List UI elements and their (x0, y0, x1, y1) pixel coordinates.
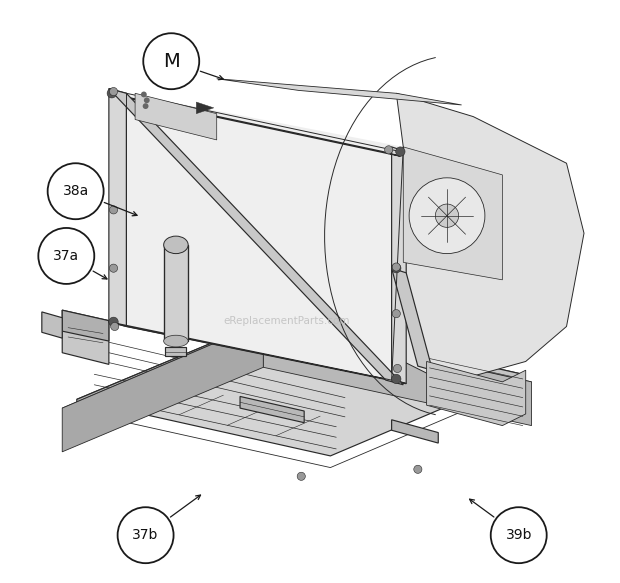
Circle shape (414, 465, 422, 473)
Polygon shape (396, 93, 584, 376)
Text: 37a: 37a (53, 249, 79, 263)
Polygon shape (109, 89, 126, 326)
Circle shape (110, 322, 119, 331)
Polygon shape (109, 93, 401, 156)
Circle shape (144, 97, 149, 103)
Text: eReplacementParts.com: eReplacementParts.com (223, 315, 350, 326)
Polygon shape (164, 245, 188, 341)
Polygon shape (62, 310, 109, 341)
Circle shape (297, 472, 305, 480)
Circle shape (392, 264, 401, 273)
Text: 39b: 39b (505, 528, 532, 542)
Polygon shape (197, 102, 214, 114)
Polygon shape (392, 147, 406, 384)
Polygon shape (62, 322, 264, 452)
Circle shape (393, 364, 402, 373)
Polygon shape (217, 79, 461, 105)
Circle shape (107, 89, 117, 98)
Polygon shape (272, 318, 523, 412)
Text: M: M (163, 52, 180, 71)
Polygon shape (264, 322, 531, 426)
Polygon shape (62, 310, 109, 364)
Polygon shape (109, 89, 403, 385)
Circle shape (384, 146, 393, 154)
Polygon shape (77, 318, 523, 456)
Circle shape (38, 228, 94, 284)
Circle shape (48, 163, 104, 219)
Polygon shape (427, 361, 526, 426)
Text: 37b: 37b (133, 528, 159, 542)
Circle shape (110, 206, 118, 214)
Polygon shape (166, 347, 187, 356)
Circle shape (435, 204, 459, 227)
Circle shape (109, 317, 118, 326)
Polygon shape (126, 93, 403, 380)
Polygon shape (77, 318, 272, 437)
Polygon shape (403, 147, 502, 280)
Polygon shape (109, 322, 406, 384)
Polygon shape (135, 93, 217, 140)
Polygon shape (392, 420, 438, 443)
Circle shape (141, 92, 147, 97)
Circle shape (392, 263, 401, 271)
Circle shape (143, 103, 149, 109)
Circle shape (392, 310, 401, 318)
Polygon shape (42, 312, 62, 338)
Ellipse shape (164, 335, 188, 347)
Circle shape (143, 33, 199, 89)
Circle shape (118, 507, 174, 563)
Circle shape (110, 264, 118, 272)
Polygon shape (240, 396, 304, 423)
Circle shape (491, 507, 547, 563)
Circle shape (409, 178, 485, 254)
Ellipse shape (164, 236, 188, 254)
Circle shape (396, 147, 405, 156)
Text: 38a: 38a (63, 184, 89, 198)
Polygon shape (392, 268, 432, 370)
Circle shape (110, 87, 118, 96)
Circle shape (392, 374, 401, 384)
